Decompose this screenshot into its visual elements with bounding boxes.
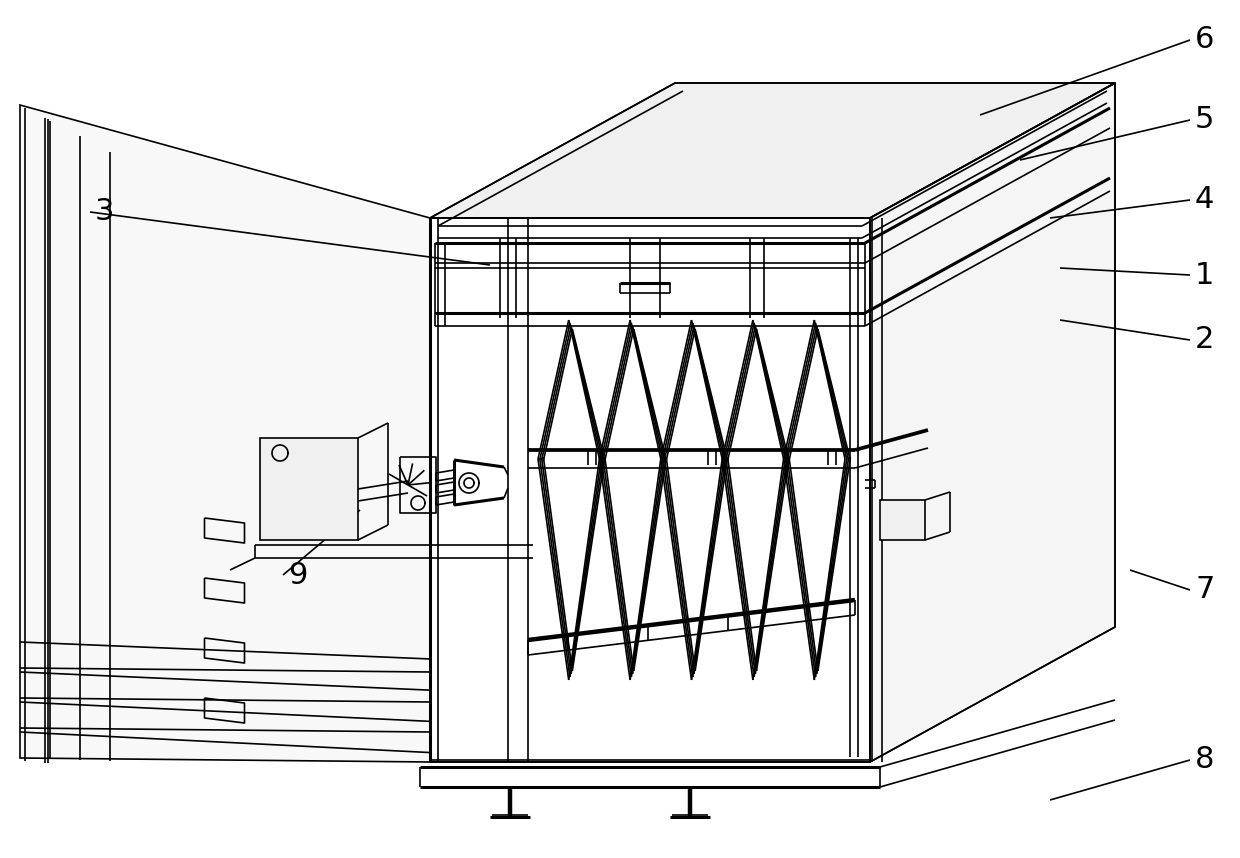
Text: 2: 2 <box>1195 325 1214 354</box>
Text: 1: 1 <box>1195 261 1214 289</box>
Polygon shape <box>430 83 1115 218</box>
Polygon shape <box>20 105 430 762</box>
Text: 7: 7 <box>1195 576 1214 605</box>
Text: 6: 6 <box>1195 26 1214 55</box>
Text: 9: 9 <box>288 560 308 589</box>
Text: 4: 4 <box>1195 185 1214 214</box>
Polygon shape <box>430 218 870 762</box>
Text: 5: 5 <box>1195 106 1214 135</box>
Text: 3: 3 <box>95 197 114 227</box>
Polygon shape <box>870 83 1115 762</box>
Text: 8: 8 <box>1195 746 1214 775</box>
Polygon shape <box>260 438 358 540</box>
Polygon shape <box>880 500 925 540</box>
